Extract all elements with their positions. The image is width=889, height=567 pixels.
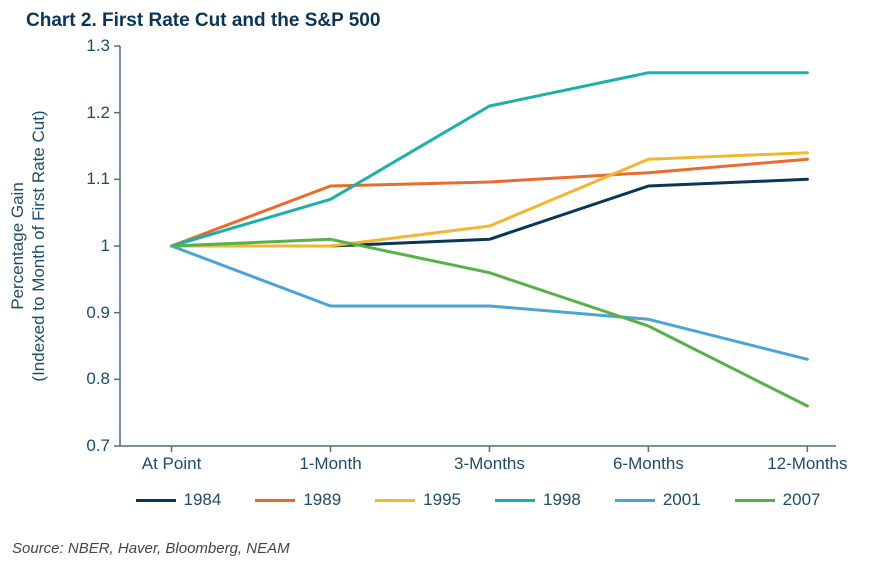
x-tick-label: At Point — [142, 454, 202, 474]
source-note: Source: NBER, Haver, Bloomberg, NEAM — [12, 540, 290, 557]
legend-swatch — [375, 499, 415, 502]
x-tick-label: 3-Months — [454, 454, 525, 474]
legend-label: 1989 — [303, 490, 341, 510]
legend-swatch — [255, 499, 295, 502]
chart-card: Chart 2. First Rate Cut and the S&P 500 … — [0, 0, 889, 567]
legend-swatch — [735, 499, 775, 502]
legend-label: 1998 — [543, 490, 581, 510]
y-tick-label: 0.8 — [70, 369, 110, 389]
legend-label: 2007 — [783, 490, 821, 510]
y-tick-label: 1.3 — [70, 36, 110, 56]
legend-item-1998: 1998 — [495, 490, 581, 510]
legend-item-2007: 2007 — [735, 490, 821, 510]
x-tick-label: 12-Months — [767, 454, 847, 474]
series-line-1989 — [172, 159, 808, 246]
legend-label: 1984 — [184, 490, 222, 510]
legend-item-1989: 1989 — [255, 490, 341, 510]
legend-item-2001: 2001 — [615, 490, 701, 510]
y-axis-label-line2: (Indexed to Month of First Rate Cut) — [29, 110, 48, 381]
x-tick-label: 1-Month — [299, 454, 361, 474]
legend-swatch — [495, 499, 535, 502]
legend: 1984 1989 1995 1998 2001 2007 — [120, 490, 836, 510]
legend-label: 2001 — [663, 490, 701, 510]
series-line-2001 — [172, 246, 808, 359]
y-axis-label-line1: Percentage Gain — [8, 182, 27, 310]
legend-item-1984: 1984 — [136, 490, 222, 510]
legend-swatch — [136, 499, 176, 502]
legend-item-1995: 1995 — [375, 490, 461, 510]
series-line-2007 — [172, 239, 808, 406]
y-tick-label: 0.9 — [70, 303, 110, 323]
chart-title: Chart 2. First Rate Cut and the S&P 500 — [26, 10, 380, 32]
x-tick-label: 6-Months — [613, 454, 684, 474]
y-tick-label: 1.1 — [70, 169, 110, 189]
series-line-1998 — [172, 73, 808, 246]
y-tick-label: 0.7 — [70, 436, 110, 456]
legend-label: 1995 — [423, 490, 461, 510]
series-line-1984 — [172, 179, 808, 246]
y-axis-label: Percentage Gain (Indexed to Month of Fir… — [7, 110, 50, 381]
y-tick-label: 1.2 — [70, 103, 110, 123]
plot-area: 0.70.80.911.11.21.3At Point1-Month3-Mont… — [120, 46, 836, 446]
legend-swatch — [615, 499, 655, 502]
y-tick-label: 1 — [70, 236, 110, 256]
chart-svg — [120, 46, 836, 446]
